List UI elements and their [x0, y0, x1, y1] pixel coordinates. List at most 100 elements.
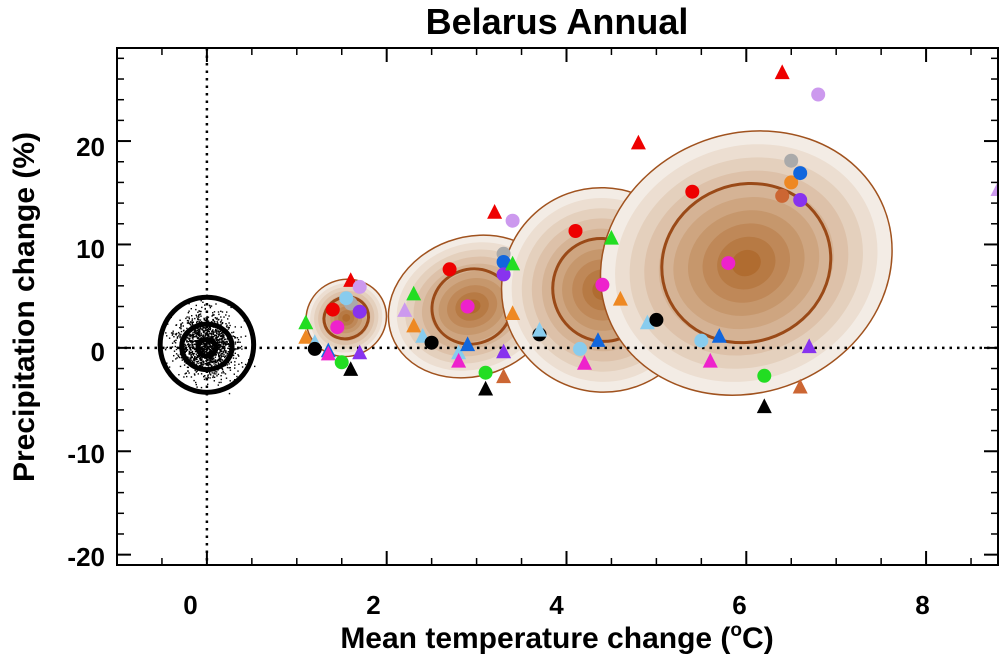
- baseline-sample-point: [209, 350, 211, 353]
- baseline-sample-point: [172, 360, 174, 362]
- baseline-sample-point: [185, 350, 187, 352]
- baseline-sample-point: [183, 361, 186, 363]
- baseline-sample-point: [226, 354, 228, 356]
- baseline-sample-point: [208, 304, 211, 307]
- baseline-sample-point: [200, 337, 203, 339]
- baseline-sample-point: [227, 328, 230, 330]
- baseline-sample-point: [220, 338, 222, 340]
- model-circle-point: [334, 355, 349, 370]
- baseline-sample-point: [196, 340, 198, 342]
- baseline-sample-point: [208, 359, 210, 362]
- baseline-sample-point: [229, 367, 231, 369]
- model-triangle-point: [496, 368, 512, 384]
- baseline-sample-point: [218, 344, 220, 346]
- baseline-sample-point: [226, 340, 228, 343]
- baseline-sample-point: [203, 350, 205, 352]
- baseline-sample-point: [201, 306, 203, 309]
- baseline-sample-point: [200, 310, 202, 313]
- baseline-sample-point: [194, 360, 196, 362]
- baseline-sample-point: [174, 342, 177, 344]
- baseline-sample-point: [206, 352, 208, 354]
- baseline-sample-point: [216, 329, 218, 331]
- baseline-sample-point: [208, 348, 210, 351]
- model-circle-point: [330, 320, 345, 335]
- baseline-sample-point: [178, 374, 180, 376]
- baseline-sample-point: [177, 354, 179, 356]
- baseline-sample-point: [211, 315, 213, 317]
- baseline-sample-point: [187, 335, 189, 337]
- period-4-distribution: [599, 130, 893, 396]
- baseline-sample-point: [195, 330, 197, 332]
- baseline-sample-point: [210, 335, 213, 338]
- model-circle-point: [811, 87, 826, 102]
- baseline-sample-point: [208, 363, 210, 366]
- baseline-sample-point: [208, 362, 210, 364]
- baseline-sample-point: [217, 322, 219, 324]
- y-tick-label: -10: [67, 439, 105, 469]
- y-axis-label: Precipitation change (%): [8, 132, 41, 482]
- baseline-sample-point: [220, 316, 222, 318]
- baseline-sample-point: [243, 320, 246, 322]
- model-triangle-point: [298, 329, 314, 344]
- baseline-sample-point: [178, 331, 180, 334]
- model-circle-point: [721, 256, 736, 271]
- baseline-sample-point: [187, 321, 189, 324]
- baseline-sample-point: [198, 332, 200, 334]
- baseline-sample-point: [221, 367, 223, 370]
- baseline-sample-point: [213, 380, 215, 382]
- baseline-sample-point: [185, 372, 187, 374]
- baseline-sample-point: [234, 367, 236, 369]
- baseline-sample-point: [225, 355, 227, 357]
- baseline-sample-point: [219, 360, 221, 362]
- baseline-sample-point: [195, 334, 197, 337]
- baseline-sample-point: [199, 359, 202, 361]
- baseline-sample-point: [187, 320, 190, 322]
- baseline-sample-point: [225, 342, 227, 345]
- baseline-sample-point: [187, 312, 190, 314]
- baseline-sample-point: [223, 334, 225, 337]
- baseline-sample-point: [214, 360, 216, 362]
- baseline-sample-point: [187, 366, 189, 369]
- model-circle-point: [568, 224, 583, 238]
- baseline-sample-point: [190, 348, 192, 351]
- baseline-sample-point: [216, 332, 218, 335]
- baseline-sample-point: [204, 334, 207, 336]
- baseline-sample-point: [222, 333, 224, 336]
- baseline-sample-point: [211, 357, 213, 359]
- baseline-sample-point: [216, 336, 218, 338]
- baseline-sample-point: [201, 365, 204, 368]
- model-triangle-point: [801, 338, 817, 354]
- baseline-sample-point: [199, 357, 201, 359]
- baseline-sample-point: [166, 335, 168, 337]
- baseline-sample-point: [187, 343, 190, 345]
- baseline-sample-point: [203, 344, 205, 346]
- baseline-sample-point: [228, 363, 230, 365]
- baseline-sample-point: [204, 319, 207, 322]
- baseline-sample-point: [202, 334, 205, 336]
- baseline-sample-point: [172, 332, 174, 334]
- model-circle-point: [460, 299, 475, 314]
- baseline-sample-point: [186, 316, 188, 318]
- baseline-sample-point: [214, 356, 217, 358]
- baseline-sample-point: [210, 351, 212, 353]
- baseline-sample-point: [173, 355, 175, 357]
- baseline-sample-point: [220, 323, 222, 325]
- baseline-sample-point: [218, 313, 220, 316]
- baseline-sample-point: [215, 331, 217, 333]
- baseline-sample-point: [206, 329, 208, 331]
- plot-area: [117, 48, 998, 565]
- baseline-sample-point: [201, 346, 203, 348]
- baseline-sample-point: [223, 340, 225, 342]
- model-circle-point: [478, 365, 493, 380]
- baseline-sample-point: [199, 331, 201, 333]
- baseline-sample-point: [200, 373, 203, 375]
- baseline-sample-point: [208, 328, 211, 330]
- baseline-sample-point: [229, 324, 231, 327]
- baseline-sample-point: [210, 349, 212, 352]
- baseline-sample-point: [200, 364, 202, 366]
- baseline-sample-point: [219, 338, 221, 340]
- baseline-sample-point: [180, 328, 182, 330]
- baseline-sample-point: [215, 338, 217, 340]
- baseline-sample-point: [220, 341, 223, 344]
- x-tick-label: 6: [732, 590, 746, 620]
